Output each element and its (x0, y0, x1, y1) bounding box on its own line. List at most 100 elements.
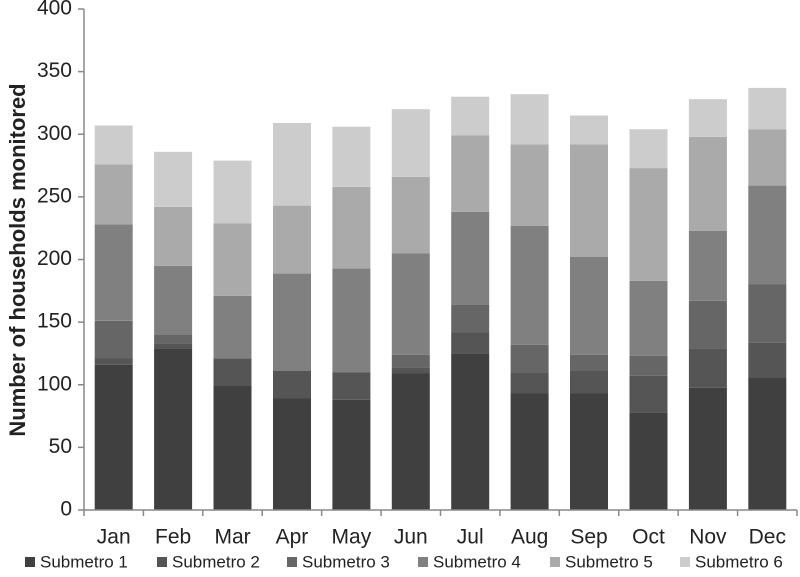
bar-segment-nov-submetro-6 (688, 99, 727, 137)
y-tick-label: 400 (37, 0, 72, 20)
y-tick-label: 350 (37, 59, 72, 82)
bar-segment-mar-submetro-6 (213, 160, 252, 224)
bar-segment-jul-submetro-3 (451, 304, 490, 333)
bar-segment-jun-submetro-2 (391, 367, 430, 374)
bar-segment-sep-submetro-2 (570, 371, 608, 394)
y-tick-label: 250 (37, 184, 72, 207)
bar-segment-dec-submetro-1 (748, 377, 787, 510)
legend-swatch-submetro-5 (550, 557, 560, 567)
bar-segment-nov-submetro-3 (688, 300, 727, 349)
bar-segment-jan-submetro-4 (94, 224, 133, 321)
bar-segment-jun-submetro-6 (391, 109, 430, 177)
y-ticks-group: 0 50 100 150 200 250 300 350 400 (37, 0, 84, 521)
bar-segment-oct-submetro-2 (629, 376, 668, 413)
legend-swatch-submetro-4 (418, 557, 428, 567)
bar-segment-oct-submetro-6 (629, 129, 668, 168)
bar-segment-sep-submetro-1 (570, 393, 608, 510)
x-tick-label-nov: Nov (689, 526, 727, 549)
bar-segment-jan-submetro-6 (94, 125, 133, 165)
bar-segment-aug-submetro-3 (510, 344, 549, 373)
legend-label-submetro-2: Submetro 2 (172, 552, 260, 571)
x-tick-label-sep: Sep (570, 526, 607, 549)
bar-segment-jul-submetro-4 (451, 211, 490, 305)
legend-label-submetro-1: Submetro 1 (40, 552, 128, 571)
bar-segment-aug-submetro-6 (510, 94, 549, 145)
bar-segment-dec-submetro-2 (748, 342, 787, 378)
bar-segment-mar-submetro-2 (213, 358, 252, 386)
legend-label-submetro-6: Submetro 6 (695, 552, 783, 571)
bar-segment-mar-submetro-1 (213, 386, 252, 510)
bar-segment-oct-submetro-3 (629, 355, 668, 376)
bar-segment-dec-submetro-5 (748, 129, 787, 186)
bar-segment-feb-submetro-2 (154, 343, 193, 349)
bar-segment-may-submetro-6 (332, 126, 371, 187)
y-tick-label: 100 (37, 372, 72, 395)
bar-segment-may-submetro-4 (332, 268, 371, 373)
bar-segment-dec-submetro-4 (748, 185, 787, 285)
bar-segment-oct-submetro-4 (629, 280, 668, 356)
bar-segment-aug-submetro-5 (510, 144, 549, 226)
y-tick-label: 300 (37, 122, 72, 145)
bar-segment-jul-submetro-5 (451, 135, 490, 212)
x-tick-label-jan: Jan (97, 526, 131, 549)
x-tick-label-oct: Oct (632, 526, 665, 549)
bar-segment-feb-submetro-6 (154, 151, 193, 207)
x-tick-label-mar: Mar (214, 526, 250, 549)
bar-segment-apr-submetro-6 (273, 123, 311, 206)
x-tick-label-dec: Dec (749, 526, 786, 549)
bar-segment-sep-submetro-6 (570, 115, 608, 145)
bar-segment-apr-submetro-4 (273, 273, 311, 371)
bar-segment-nov-submetro-2 (688, 348, 727, 388)
x-tick-label-jul: Jul (457, 526, 484, 549)
bar-segment-nov-submetro-4 (688, 230, 727, 301)
bars-group (94, 87, 787, 510)
legend-label-submetro-3: Submetro 3 (302, 552, 390, 571)
bar-segment-feb-submetro-3 (154, 334, 193, 344)
bar-segment-sep-submetro-5 (570, 144, 608, 257)
bar-segment-jun-submetro-4 (391, 253, 430, 355)
bar-segment-apr-submetro-1 (273, 398, 311, 510)
legend-swatch-submetro-2 (157, 557, 167, 567)
x-tick-label-may: May (332, 526, 372, 549)
x-tick-label-aug: Aug (511, 526, 548, 549)
bar-segment-dec-submetro-6 (748, 87, 787, 130)
bar-segment-dec-submetro-3 (748, 284, 787, 343)
x-tick-label-jun: Jun (394, 526, 428, 549)
bar-segment-nov-submetro-5 (688, 136, 727, 231)
bar-segment-may-submetro-1 (332, 399, 371, 510)
bar-segment-feb-submetro-1 (154, 348, 193, 510)
bar-segment-aug-submetro-2 (510, 372, 549, 394)
legend-swatch-submetro-6 (680, 557, 690, 567)
bar-segment-aug-submetro-1 (510, 393, 549, 510)
bar-segment-jun-submetro-5 (391, 176, 430, 254)
legend-swatch-submetro-3 (287, 557, 297, 567)
bar-segment-may-submetro-2 (332, 372, 371, 400)
bar-segment-sep-submetro-3 (570, 354, 608, 371)
bar-segment-jul-submetro-1 (451, 353, 490, 510)
y-tick-label: 0 (60, 498, 72, 521)
x-ticks-group: Jan Feb Mar Apr May Jun Jul Aug Sep Oct Nov Dec (83, 510, 798, 549)
legend-label-submetro-5: Submetro 5 (565, 552, 653, 571)
legend-label-submetro-4: Submetro 4 (433, 552, 521, 571)
bar-segment-jan-submetro-1 (94, 364, 133, 510)
bar-segment-mar-submetro-5 (213, 223, 252, 296)
bar-segment-aug-submetro-4 (510, 225, 549, 345)
bar-segment-apr-submetro-2 (273, 371, 311, 399)
bar-segment-jan-submetro-2 (94, 358, 133, 365)
bar-segment-sep-submetro-4 (570, 257, 608, 355)
bar-segment-may-submetro-5 (332, 186, 371, 269)
y-tick-label: 200 (37, 247, 72, 270)
bar-segment-mar-submetro-4 (213, 295, 252, 359)
bar-segment-jun-submetro-1 (391, 373, 430, 510)
bar-segment-jan-submetro-3 (94, 320, 133, 359)
bar-segment-nov-submetro-1 (688, 387, 727, 510)
x-tick-label-feb: Feb (155, 526, 191, 549)
bar-segment-apr-submetro-5 (273, 205, 311, 274)
bar-segment-oct-submetro-1 (629, 412, 668, 510)
y-axis-label: Number of households monitored (5, 83, 30, 436)
y-tick-label: 50 (49, 435, 72, 458)
bar-segment-oct-submetro-5 (629, 168, 668, 281)
y-tick-label: 150 (37, 310, 72, 333)
bar-segment-jul-submetro-2 (451, 332, 490, 354)
